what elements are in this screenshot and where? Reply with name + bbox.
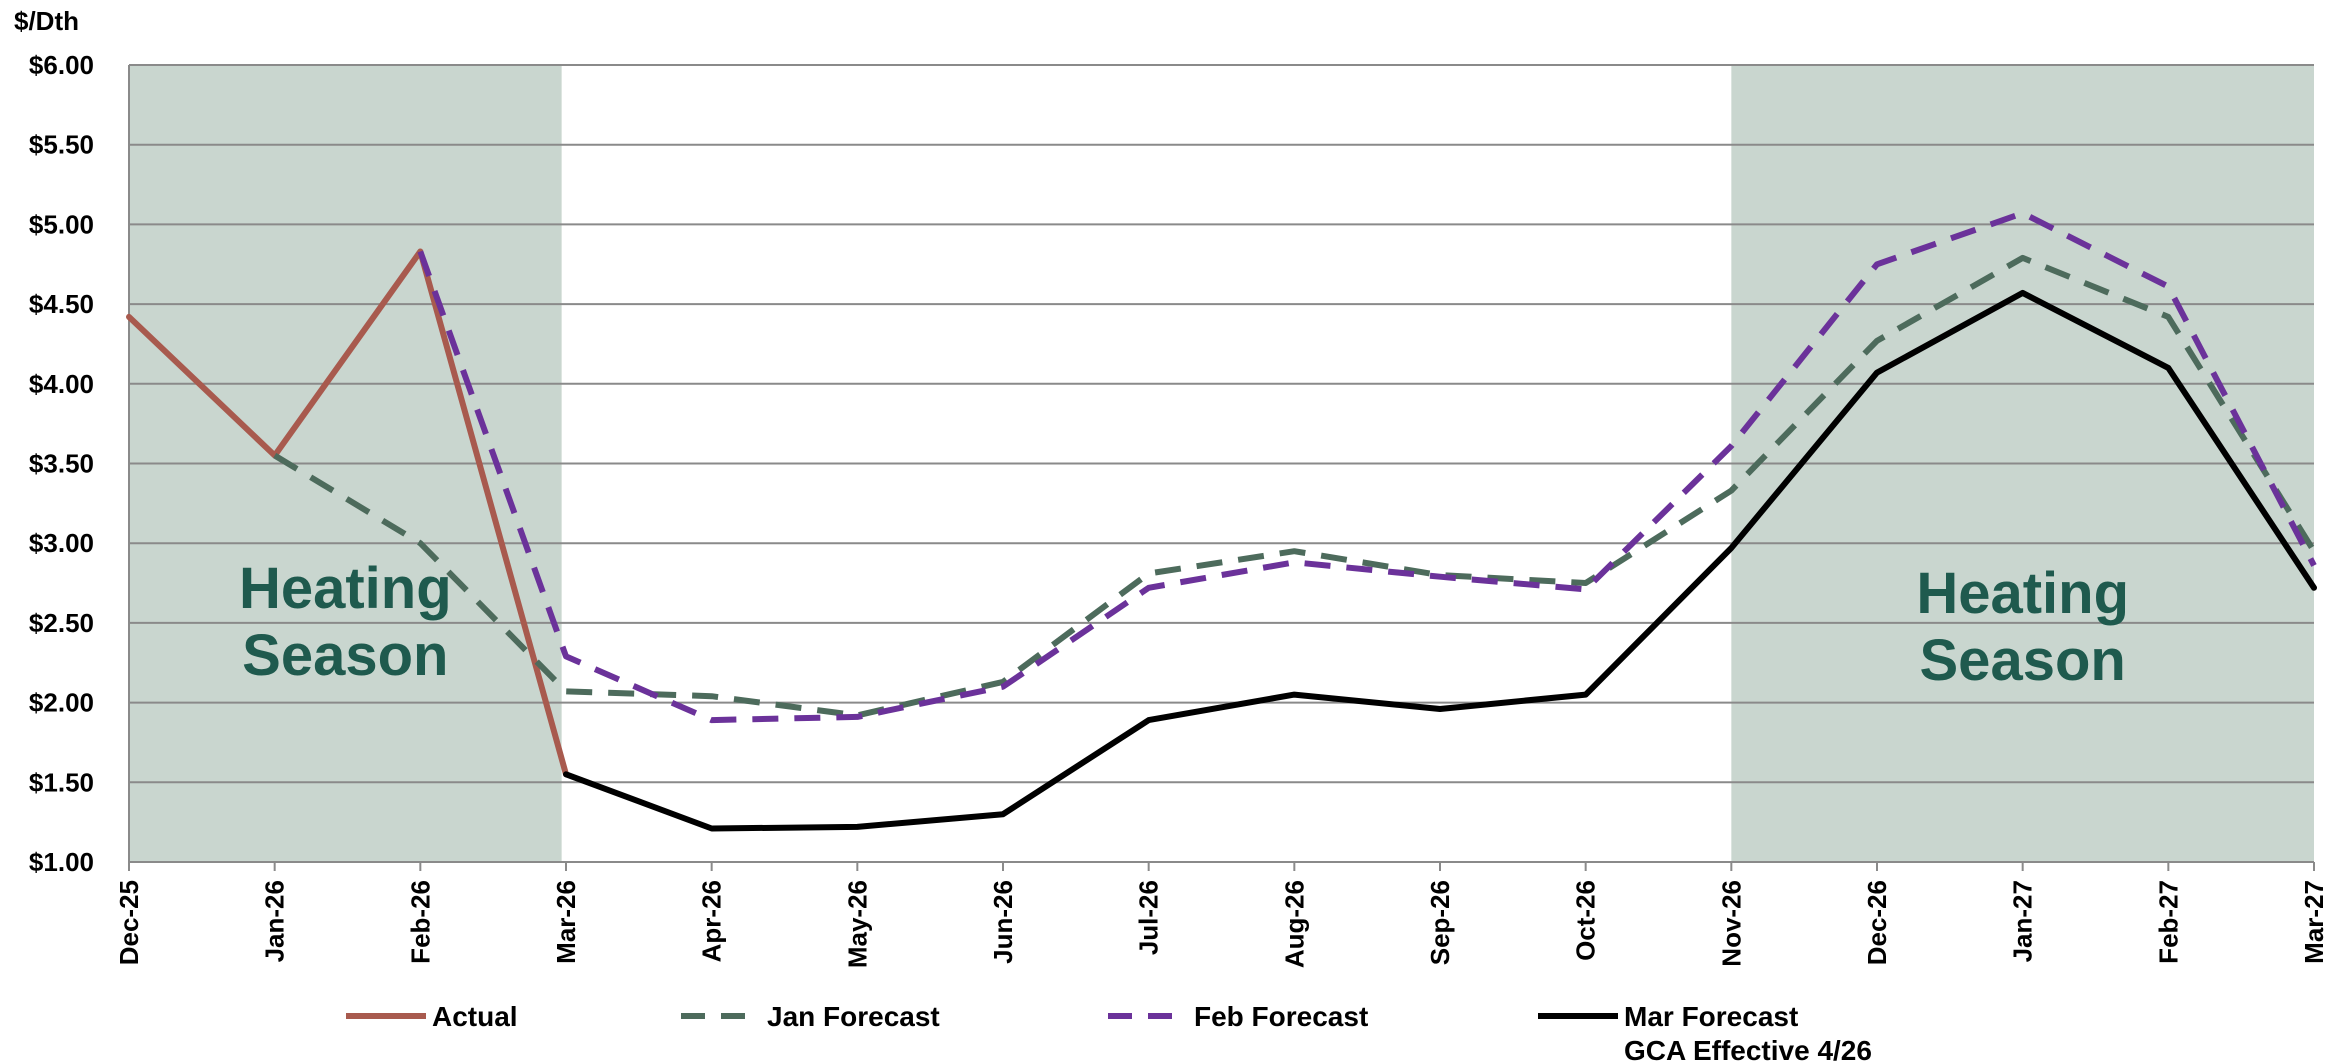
legend-label: Actual	[432, 1001, 518, 1032]
x-tick-label: Aug-26	[1279, 880, 1309, 968]
x-tick-label: Sep-26	[1425, 880, 1455, 965]
legend-label: Jan Forecast	[767, 1001, 940, 1032]
series-line-mar-forecast	[563, 289, 2317, 832]
y-tick-label: $1.00	[29, 847, 94, 877]
x-tick-label: Dec-26	[1862, 880, 1892, 965]
y-tick-label: $2.50	[29, 608, 94, 638]
heating-season-label-line: Heating	[239, 556, 452, 621]
y-tick-label: $5.50	[29, 130, 94, 160]
x-tick-label: Mar-27	[2299, 880, 2329, 964]
y-axis-unit-label: $/Dth	[14, 6, 79, 36]
y-tick-label: $6.00	[29, 50, 94, 80]
heating-season-label-line: Season	[1920, 628, 2126, 693]
x-tick-label: Dec-25	[114, 880, 144, 965]
x-tick-label: Jun-26	[988, 880, 1018, 964]
legend: Actual Jan Forecast Feb Forecast Mar Foreca…	[346, 1001, 1872, 1061]
x-tick-label: Apr-26	[697, 880, 727, 962]
y-tick-label: $4.00	[29, 369, 94, 399]
legend-label: Feb Forecast	[1194, 1001, 1368, 1032]
x-tick-label: Oct-26	[1571, 880, 1601, 961]
series-line-feb-forecast	[417, 210, 2317, 724]
x-tick-label: Jan-26	[260, 880, 290, 962]
gridlines	[129, 64, 2314, 784]
x-tick-label: May-26	[842, 880, 872, 968]
series-lines	[126, 210, 2317, 832]
legend-label-extra: GCA Effective 4/26	[1624, 1035, 1872, 1061]
y-tick-labels: $1.00 $1.50 $2.00 $2.50 $3.00 $3.50 $4.00 $4.50…	[29, 50, 94, 877]
heating-season-label-line: Season	[242, 623, 448, 688]
x-tick-label: Jan-27	[2008, 880, 2038, 962]
heating-season-label-line: Heating	[1916, 561, 2129, 626]
heating-season-label: Heating Season	[1916, 561, 2129, 693]
x-tick-labels: Dec-25 Jan-26 Feb-26 Mar-26 Apr-26 May-26 Jun-…	[114, 880, 2329, 968]
x-tick-label: Jul-26	[1134, 880, 1164, 955]
y-tick-label: $1.50	[29, 767, 94, 797]
x-tick-label: Nov-26	[1716, 880, 1746, 967]
y-tick-label: $3.00	[29, 528, 94, 558]
legend-label: Mar Forecast	[1624, 1001, 1798, 1032]
y-tick-label: $3.50	[29, 449, 94, 479]
series-line-actual	[126, 248, 569, 778]
axes	[128, 65, 2315, 871]
y-tick-label: $4.50	[29, 289, 94, 319]
x-tick-label: Feb-26	[405, 880, 435, 964]
y-tick-label: $2.00	[29, 688, 94, 718]
y-tick-label: $5.00	[29, 209, 94, 239]
x-tick-label: Feb-27	[2153, 880, 2183, 964]
series-line-jan-forecast	[273, 254, 2317, 719]
x-tick-label: Mar-26	[551, 880, 581, 964]
heating-season-label: Heating Season	[239, 556, 452, 688]
